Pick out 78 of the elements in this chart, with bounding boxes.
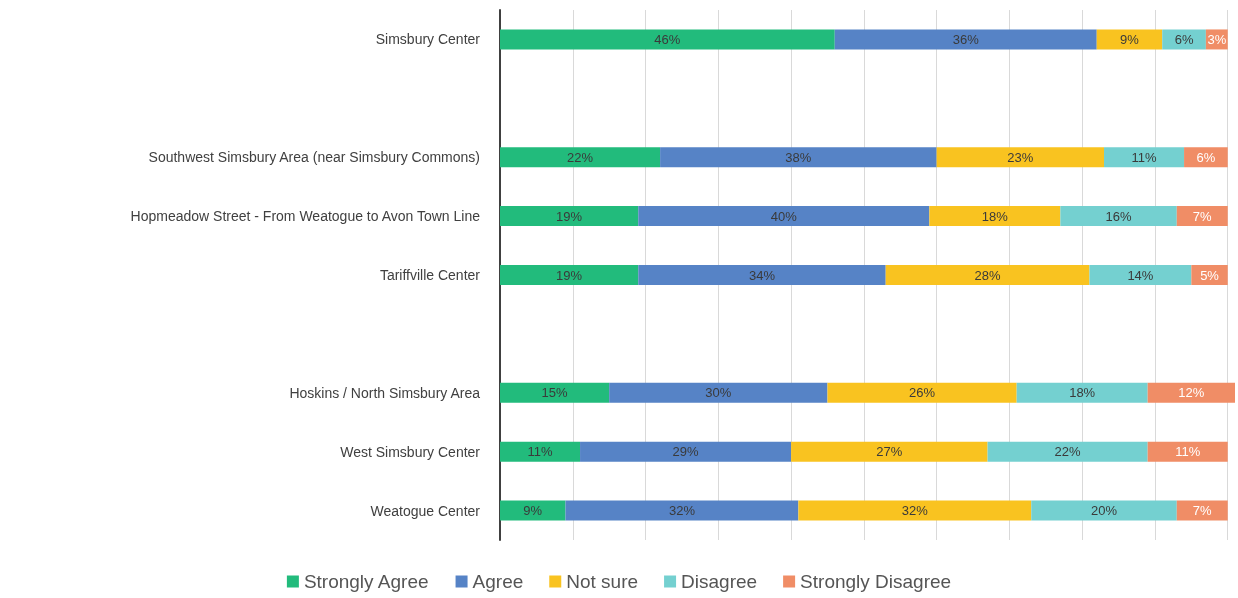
data-label: 18% [1069,385,1096,401]
data-label: 6% [1196,149,1216,165]
data-label: 32% [668,503,696,519]
bar [500,29,835,50]
bar [827,382,1017,403]
data-label: 3% [1207,31,1227,47]
y-tick-label: Southwest Simsbury Area (near Simsbury Commons) [148,149,480,166]
data-label: 32% [901,503,929,519]
bar [1031,500,1177,521]
bar [500,206,639,227]
bar [1089,265,1192,285]
bar [1104,147,1185,168]
bar [580,441,792,462]
bar [500,265,639,285]
bar [936,147,1105,168]
data-label: 11% [1131,149,1157,165]
bar [500,441,581,462]
data-label: 38% [785,149,812,165]
bar [1016,382,1148,403]
bar [500,147,661,168]
bar [1147,382,1235,403]
bar [500,500,566,521]
data-label: 9% [1120,31,1140,47]
data-label: 15% [541,385,569,401]
y-tick-label: Weatogue Center [370,502,481,519]
y-tick-label: Hopmeadow Street - From Weatogue to Avon Town Line [130,208,481,225]
data-label: 14% [1127,267,1154,283]
data-label: 27% [876,444,903,460]
bar [1176,500,1228,521]
legend-label: Agree [472,571,524,592]
legend-label: Strongly Disagree [800,571,952,592]
data-label: 46% [654,31,681,47]
y-tick-label: West Simsbury Center [340,443,481,460]
data-label: 18% [981,208,1009,224]
data-label: 7% [1192,503,1213,519]
data-label: 30% [705,385,732,401]
data-label: 6% [1174,31,1194,47]
bar [660,147,937,168]
data-label: 22% [567,149,594,165]
bar [638,206,930,227]
data-label: 9% [523,503,543,519]
bar [798,500,1032,521]
data-label: 36% [952,31,980,47]
data-label: 12% [1178,385,1205,401]
bar [1176,206,1228,227]
data-label: 29% [672,444,700,460]
legend-label: Not sure [566,571,639,592]
bar [791,441,988,462]
bar [929,206,1061,227]
data-label: 19% [556,208,583,224]
bar [885,265,1090,285]
bar [834,29,1097,50]
data-label: 40% [770,208,798,224]
data-label: 34% [748,267,776,283]
y-tick-label: Hoskins / North Simsbury Area [289,384,481,401]
legend-label: Disagree [681,571,758,592]
data-label: 11% [527,444,553,460]
bar [565,500,799,521]
data-label: 26% [909,385,936,401]
bar [1096,29,1163,50]
data-label: 20% [1090,503,1118,519]
y-tick-label: Simsbury Center [375,31,481,48]
data-label: 22% [1054,444,1082,460]
legend-label: Strongly Agree [303,571,429,592]
y-tick-label: Tariffville Center [379,267,481,283]
bar [638,265,886,285]
data-label: 28% [974,267,1002,283]
data-label: 5% [1200,267,1220,283]
data-label: 16% [1105,208,1133,224]
bar [609,382,828,403]
bar [1147,441,1228,462]
bar [987,441,1148,462]
data-label: 11% [1175,444,1201,460]
data-label: 7% [1192,208,1213,224]
data-label: 23% [1007,149,1034,165]
bar [500,382,610,403]
data-label: 19% [556,267,583,283]
bar [1060,206,1177,227]
